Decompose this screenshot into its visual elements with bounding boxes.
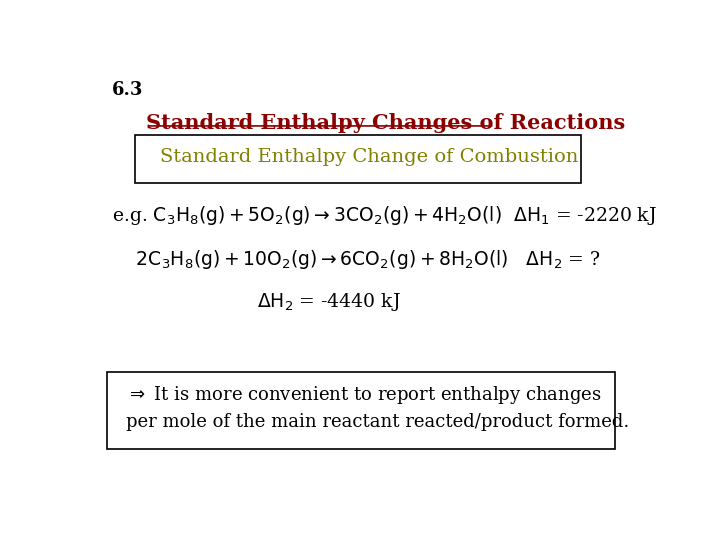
- FancyBboxPatch shape: [107, 373, 615, 449]
- Text: per mole of the main reactant reacted/product formed.: per mole of the main reactant reacted/pr…: [126, 413, 629, 431]
- Text: $\mathrm{2C_3H_8(g) + 10O_2(g) \rightarrow 6CO_2(g) + 8H_2O(l)}$   $\mathrm{\Del: $\mathrm{2C_3H_8(g) + 10O_2(g) \rightarr…: [112, 248, 601, 271]
- Text: $\Rightarrow$ It is more convenient to report enthalpy changes: $\Rightarrow$ It is more convenient to r…: [126, 384, 602, 406]
- FancyBboxPatch shape: [135, 136, 581, 183]
- Text: Standard Enthalpy Change of Combustion: Standard Enthalpy Change of Combustion: [160, 148, 578, 166]
- Text: 6.3: 6.3: [112, 82, 144, 99]
- Text: Standard Enthalpy Changes of Reactions: Standard Enthalpy Changes of Reactions: [145, 113, 625, 133]
- Text: e.g. $\mathrm{C_3H_8(g) + 5O_2(g) \rightarrow 3CO_2(g) + 4H_2O(l)}$  $\mathrm{\D: e.g. $\mathrm{C_3H_8(g) + 5O_2(g) \right…: [112, 204, 657, 227]
- Text: $\mathrm{\Delta H_2}$ = -4440 kJ: $\mathrm{\Delta H_2}$ = -4440 kJ: [258, 292, 401, 313]
